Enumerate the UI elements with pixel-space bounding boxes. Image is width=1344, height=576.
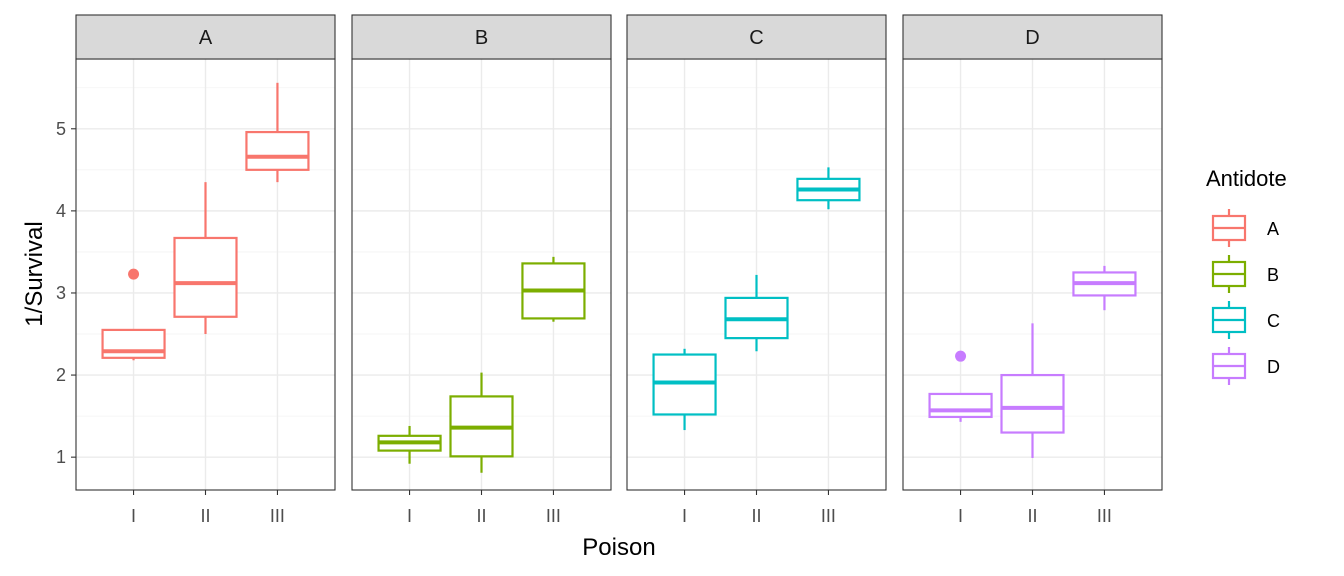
facet-strip — [626, 14, 887, 60]
facet-strip-label: B — [475, 27, 488, 49]
box-iqr — [101, 328, 166, 359]
x-tick-label: I — [682, 506, 687, 526]
legend-title: Antidote — [1206, 166, 1287, 191]
x-tick-label: II — [200, 506, 210, 526]
boxplot-c-iii — [796, 167, 861, 210]
boxplot-c-ii — [724, 274, 789, 352]
boxplot-a-i — [101, 268, 166, 361]
facet-panel-b: BI II III — [351, 14, 612, 526]
x-tick-label: II — [476, 506, 486, 526]
x-tick-label: I — [958, 506, 963, 526]
y-tick-label: 5 — [56, 119, 66, 139]
y-tick-label: 1 — [56, 447, 66, 467]
y-tick-label: 2 — [56, 365, 66, 385]
y-tick-label: 4 — [56, 201, 66, 221]
box-iqr — [652, 353, 717, 416]
legend-label: A — [1267, 219, 1279, 239]
legend-label: C — [1267, 311, 1280, 331]
y-tick-label: 3 — [56, 283, 66, 303]
facet-strip — [351, 14, 612, 60]
box-iqr — [928, 392, 993, 419]
legend-label: B — [1267, 265, 1279, 285]
boxplot-b-iii — [521, 256, 586, 322]
facet-strip-label: D — [1025, 27, 1039, 49]
outlier-point — [955, 350, 967, 362]
x-tick-label: II — [751, 506, 761, 526]
legend-label: D — [1267, 357, 1280, 377]
x-tick-label: III — [270, 506, 285, 526]
x-tick-label: III — [821, 506, 836, 526]
legend-key-a — [1211, 209, 1247, 247]
box-iqr — [1000, 373, 1065, 434]
boxplot-a-ii — [173, 182, 238, 335]
x-tick-label: III — [546, 506, 561, 526]
boxplot-b-ii — [449, 372, 514, 473]
facet-strip — [902, 14, 1163, 60]
boxplot-a-iii — [245, 82, 310, 183]
legend-key-c — [1211, 301, 1247, 339]
panel-grid — [627, 59, 886, 490]
legend: Antidote A B C D — [1206, 166, 1287, 385]
x-tick-label: III — [1097, 506, 1112, 526]
legend-key-b — [1211, 255, 1247, 293]
boxplot-c-i — [652, 348, 717, 431]
facet-strip-label: A — [199, 27, 213, 49]
x-tick-label: II — [1027, 506, 1037, 526]
box-iqr — [173, 236, 238, 318]
x-tick-label: I — [407, 506, 412, 526]
facet-panel-c: CI II III — [626, 14, 887, 526]
boxplot-d-iii — [1072, 265, 1137, 311]
boxplot-d-ii — [1000, 323, 1065, 458]
legend-key-d — [1211, 347, 1247, 385]
y-axis-title: 1/Survival — [21, 221, 48, 326]
facet-strip — [75, 14, 336, 60]
facet-strip-label: C — [749, 27, 763, 49]
x-axis-title: Poison — [582, 534, 655, 561]
facet-panel-d: DI II III — [902, 14, 1163, 526]
x-tick-label: I — [131, 506, 136, 526]
outlier-point — [128, 268, 140, 280]
boxplot-d-i — [928, 350, 993, 422]
box-iqr — [245, 130, 310, 171]
boxplot-b-i — [377, 425, 442, 464]
y-axis: 1 2 3 4 5 — [56, 119, 76, 467]
facet-panel-a: AI II III — [75, 14, 336, 526]
